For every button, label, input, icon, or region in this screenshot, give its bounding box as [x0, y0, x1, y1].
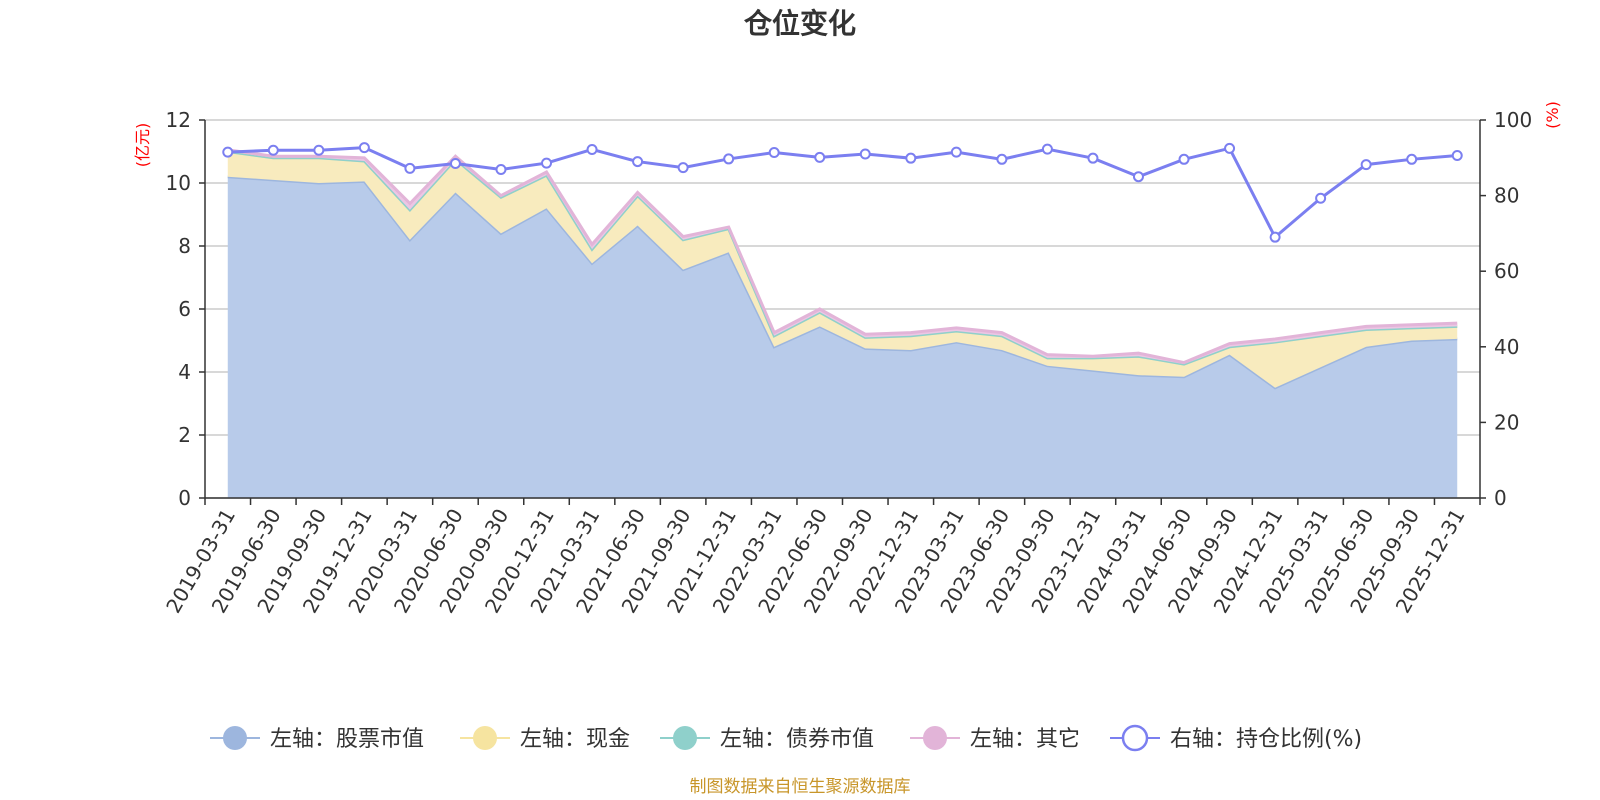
- legend-label: 左轴：债券市值: [720, 727, 874, 752]
- ratio-point: [1406, 153, 1418, 165]
- left-axis-tick-label: 6: [178, 297, 191, 321]
- legend-label: 右轴：持仓比例(%): [1170, 727, 1362, 752]
- ratio-point: [905, 152, 917, 164]
- legend-item[interactable]: 左轴：债券市值: [660, 726, 874, 752]
- ratio-point: [1132, 171, 1144, 183]
- legend-marker: [923, 726, 947, 750]
- right-axis-tick-label: 100: [1494, 108, 1532, 132]
- ratio-point: [541, 157, 553, 169]
- ratio-point: [814, 151, 826, 163]
- ratio-point: [495, 164, 507, 176]
- ratio-point: [222, 146, 234, 158]
- left-axis-tick-label: 8: [178, 234, 191, 258]
- legend-label: 左轴：其它: [970, 727, 1080, 752]
- ratio-point: [1178, 153, 1190, 165]
- ratio-point: [1269, 231, 1281, 243]
- legend-marker: [223, 726, 247, 750]
- ratio-point: [859, 148, 871, 160]
- ratio-point: [449, 157, 461, 169]
- left-axis-tick-label: 12: [166, 108, 191, 132]
- right-axis-tick-label: 0: [1494, 486, 1507, 510]
- ratio-point: [632, 156, 644, 168]
- area-股票市值: [227, 176, 1458, 498]
- line-其它: [227, 148, 1458, 365]
- ratio-point: [1224, 142, 1236, 154]
- ratio-point: [404, 162, 416, 174]
- right-axis-tick-label: 80: [1494, 184, 1519, 208]
- right-axis-tick-label: 60: [1494, 259, 1519, 283]
- left-axis-tick-label: 2: [178, 423, 191, 447]
- ratio-point: [358, 142, 370, 154]
- right-axis-tick-label: 20: [1494, 410, 1519, 434]
- ratio-point: [586, 143, 598, 155]
- ratio-point: [950, 146, 962, 158]
- data-source: 制图数据来自恒生聚源数据库: [690, 777, 911, 797]
- ratio-point: [768, 147, 780, 159]
- ratio-point: [723, 153, 735, 165]
- legend-item[interactable]: 右轴：持仓比例(%): [1110, 724, 1362, 752]
- legend[interactable]: 左轴：股票市值 左轴：现金 左轴：债券市值 左轴：其它 右轴：持仓比例(%): [210, 724, 1362, 752]
- legend-label: 左轴：现金: [520, 727, 630, 752]
- left-axis-tick-label: 10: [166, 171, 191, 195]
- ratio-point: [1315, 192, 1327, 204]
- right-axis-tick-label: 40: [1494, 335, 1519, 359]
- right-axis-unit: (%): [1543, 101, 1562, 129]
- ratio-line: [222, 142, 1463, 243]
- left-axis-tick-label: 0: [178, 486, 191, 510]
- ratio-point: [996, 153, 1008, 165]
- legend-label: 左轴：股票市值: [270, 727, 424, 752]
- ratio-point: [1041, 143, 1053, 155]
- legend-item[interactable]: 左轴：股票市值: [210, 726, 424, 752]
- ratio-point: [267, 144, 279, 156]
- legend-marker: [1121, 724, 1149, 752]
- legend-item[interactable]: 左轴：其它: [910, 726, 1080, 752]
- legend-marker: [473, 726, 497, 750]
- ratio-point: [1087, 152, 1099, 164]
- chart-title: 仓位变化: [744, 7, 856, 40]
- ratio-point: [313, 144, 325, 156]
- left-axis-unit: (亿元): [133, 123, 152, 168]
- ratio-point: [1451, 150, 1463, 162]
- ratio-point: [1360, 159, 1372, 171]
- legend-marker: [673, 726, 697, 750]
- left-axis-tick-label: 4: [178, 360, 191, 384]
- area-现金: [227, 151, 1458, 388]
- ratio-point: [677, 162, 689, 174]
- legend-item[interactable]: 左轴：现金: [460, 726, 630, 752]
- stacked-areas: [227, 148, 1458, 498]
- ratio-line-path: [227, 146, 1458, 240]
